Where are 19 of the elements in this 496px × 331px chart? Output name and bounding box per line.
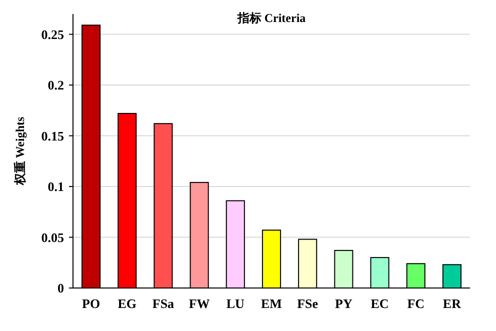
y-tick-label: 0 xyxy=(58,280,64,296)
x-tick-label: FW xyxy=(188,296,210,311)
x-tick-label: EG xyxy=(118,296,137,311)
x-tick-label: FC xyxy=(407,296,425,311)
x-tick-label: ER xyxy=(442,296,462,311)
y-tick-label: 0.2 xyxy=(48,78,64,93)
x-tick-label: PY xyxy=(335,296,353,311)
y-axis-title: 权重 Weights xyxy=(13,116,27,186)
y-tick-label: 0.15 xyxy=(41,128,64,144)
x-tick-label: FSa xyxy=(152,296,175,311)
x-tick-label: EC xyxy=(370,296,389,311)
chart-title: 指标 Criteria xyxy=(236,11,306,25)
x-tick-label: LU xyxy=(226,296,246,311)
x-tick-label: PO xyxy=(82,296,100,311)
y-tick-label: 0.25 xyxy=(41,26,64,42)
y-tick-label: 0.05 xyxy=(41,230,64,245)
y-tick-label: 0.1 xyxy=(48,179,64,194)
x-tick-label: FSe xyxy=(297,296,318,311)
x-tick-label: EM xyxy=(261,296,282,311)
